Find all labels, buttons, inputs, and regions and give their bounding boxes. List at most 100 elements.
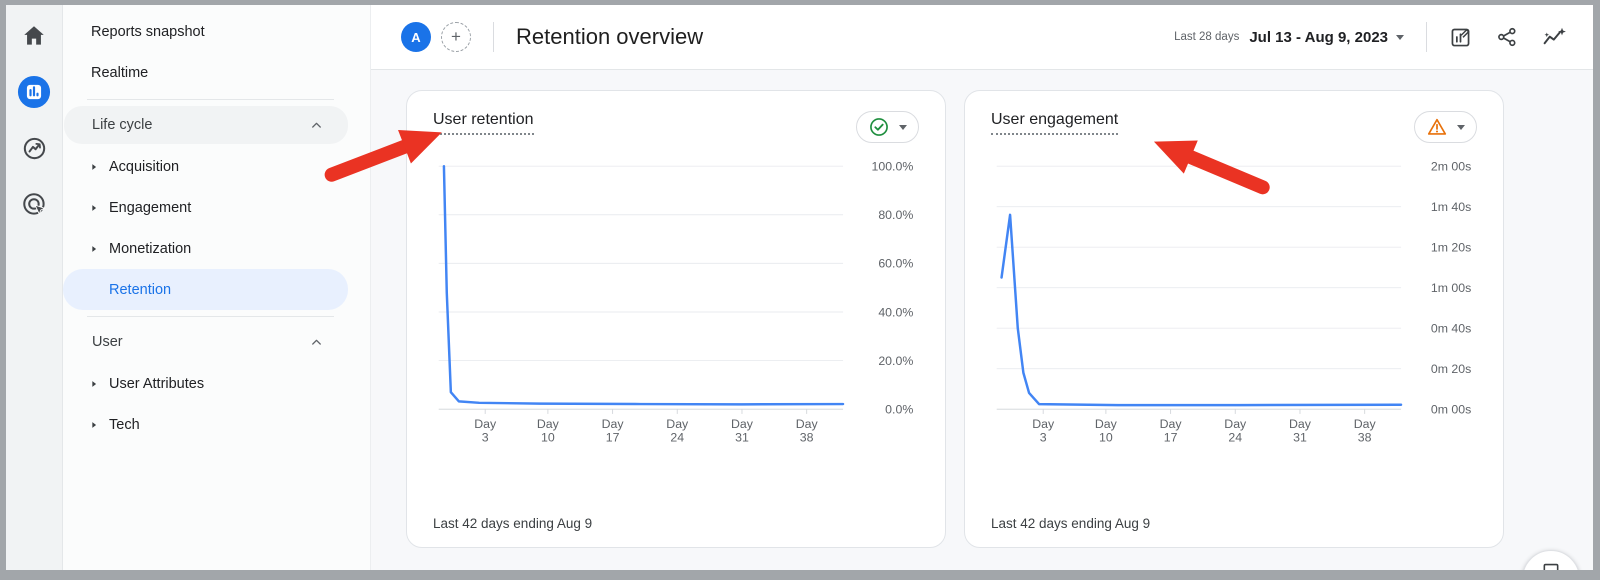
header-actions — [1449, 25, 1567, 50]
user-engagement-chart: 2m 00s 1m 40s 1m 20s 1m 00s 0m 40s 0m 20s 0m 0… — [991, 151, 1477, 445]
sidebar-item-acquisition[interactable]: Acquisition — [63, 146, 348, 187]
sidebar-section-user[interactable]: User — [64, 323, 348, 361]
user-engagement-card: User engagement — [964, 90, 1504, 548]
svg-text:Day: Day — [1160, 417, 1183, 431]
sidebar-item-label: Acquisition — [109, 158, 180, 175]
customize-report-icon[interactable] — [1449, 26, 1472, 49]
share-icon[interactable] — [1496, 26, 1518, 48]
triangle-right-icon — [92, 380, 97, 387]
reports-icon[interactable] — [17, 75, 51, 109]
home-icon — [24, 26, 44, 45]
sidebar-item-label: Engagement — [109, 199, 192, 216]
chevron-down-icon — [1396, 34, 1404, 40]
sidebar-item-reports-snapshot[interactable]: Reports snapshot — [63, 11, 370, 52]
home-icon[interactable] — [17, 19, 51, 53]
sidebar-item-engagement[interactable]: Engagement — [63, 187, 348, 228]
chart-footnote: Last 42 days ending Aug 9 — [991, 516, 1151, 531]
svg-text:1m 00s: 1m 00s — [1431, 281, 1471, 295]
main-panel: A + Retention overview Last 28 days Jul … — [371, 5, 1593, 570]
sidebar-item-label: Retention — [109, 281, 172, 298]
svg-text:Day: Day — [474, 417, 497, 431]
triangle-right-icon — [92, 163, 97, 170]
svg-text:80.0%: 80.0% — [878, 208, 913, 222]
add-comparison-button[interactable]: + — [441, 22, 471, 52]
sidebar-item-tech[interactable]: Tech — [63, 404, 348, 445]
svg-text:0m 00s: 0m 00s — [1431, 402, 1471, 416]
chevron-down-icon — [899, 124, 907, 130]
svg-text:31: 31 — [735, 430, 749, 444]
line-chart: 100.0%80.0%60.0%40.0%20.0%0.0%Day3Day10D… — [438, 159, 913, 444]
svg-text:1m 20s: 1m 20s — [1431, 240, 1471, 254]
sidebar-item-label: User Attributes — [109, 375, 205, 392]
user-retention-chart: 100.0% 80.0% 60.0% 40.0% 20.0% 0.0% Day 3 Day 10 D… — [433, 151, 919, 445]
chart-footnote: Last 42 days ending Aug 9 — [433, 516, 593, 531]
sidebar-item-realtime[interactable]: Realtime — [63, 52, 370, 93]
sidebar-section-life-cycle[interactable]: Life cycle — [64, 106, 348, 144]
svg-text:Day: Day — [731, 417, 754, 431]
svg-text:Day: Day — [537, 417, 560, 431]
sidebar-divider — [87, 99, 334, 100]
chart-title-user-engagement[interactable]: User engagement — [991, 111, 1119, 135]
svg-text:17: 17 — [606, 430, 620, 444]
explore-icon[interactable] — [17, 131, 51, 165]
user-retention-card: User retention — [406, 90, 946, 548]
triangle-right-icon — [92, 245, 97, 252]
advertising-icon — [22, 192, 46, 215]
svg-text:Day: Day — [796, 417, 819, 431]
svg-text:0m 40s: 0m 40s — [1431, 321, 1471, 335]
svg-text:3: 3 — [482, 430, 489, 444]
date-range-value: Jul 13 - Aug 9, 2023 — [1249, 28, 1388, 46]
sidebar-item-retention[interactable]: Retention — [63, 269, 348, 310]
date-range-selector[interactable]: Jul 13 - Aug 9, 2023 — [1249, 29, 1404, 46]
sidebar-item-monetization[interactable]: Monetization — [63, 228, 348, 269]
svg-text:Day: Day — [1354, 417, 1377, 431]
header-divider — [1426, 22, 1427, 52]
svg-text:Day: Day — [1289, 417, 1312, 431]
data-quality-badge[interactable] — [1414, 111, 1477, 143]
svg-text:38: 38 — [800, 430, 814, 444]
page-title: Retention overview — [516, 24, 704, 49]
svg-text:38: 38 — [1358, 430, 1372, 444]
svg-text:0m 20s: 0m 20s — [1431, 362, 1471, 376]
sidebar-item-label: Tech — [109, 416, 140, 433]
advertising-icon[interactable] — [17, 187, 51, 221]
insights-icon[interactable] — [1542, 25, 1567, 50]
reports-sidebar: Reports snapshot Realtime Life cycle Acq… — [63, 5, 371, 570]
sidebar-item-user-attributes[interactable]: User Attributes — [63, 363, 348, 404]
svg-text:60.0%: 60.0% — [878, 257, 913, 271]
sidebar-item-label: Monetization — [109, 240, 192, 257]
line-chart: 2m 00s 1m 40s 1m 20s 1m 00s 0m 40s 0m 20s 0m 0… — [996, 159, 1471, 444]
sidebar-section-label: Life cycle — [92, 117, 153, 133]
page-header: A + Retention overview Last 28 days Jul … — [371, 5, 1593, 70]
data-quality-badge[interactable] — [856, 111, 919, 143]
svg-text:1m 40s: 1m 40s — [1431, 200, 1471, 214]
sidebar-section-label: User — [92, 334, 123, 350]
svg-text:Day: Day — [1224, 417, 1247, 431]
comparison-chip[interactable]: A — [401, 22, 431, 52]
svg-text:Day: Day — [1095, 417, 1118, 431]
svg-text:40.0%: 40.0% — [878, 305, 913, 319]
triangle-right-icon — [92, 421, 97, 428]
svg-text:Day: Day — [602, 417, 625, 431]
svg-text:2m 00s: 2m 00s — [1431, 159, 1471, 173]
svg-text:100.0%: 100.0% — [871, 159, 913, 173]
sidebar-item-label: Reports snapshot — [91, 23, 205, 40]
chart-title-user-retention[interactable]: User retention — [433, 111, 534, 135]
chevron-up-icon — [312, 122, 321, 128]
check-circle-icon — [870, 118, 888, 136]
date-preset-label: Last 28 days — [1174, 31, 1240, 43]
triangle-right-icon — [92, 204, 97, 211]
chevron-up-icon — [312, 339, 321, 345]
svg-text:31: 31 — [1293, 430, 1307, 444]
svg-text:24: 24 — [1228, 430, 1242, 444]
svg-text:3: 3 — [1040, 430, 1047, 444]
reports-icon-active — [17, 75, 51, 109]
svg-text:Day: Day — [666, 417, 689, 431]
header-divider — [493, 22, 494, 52]
warning-triangle-icon — [1427, 118, 1447, 135]
svg-text:17: 17 — [1164, 430, 1178, 444]
svg-text:10: 10 — [541, 430, 555, 444]
svg-text:20.0%: 20.0% — [878, 354, 913, 368]
report-content: User retention — [371, 70, 1593, 570]
nav-rail — [6, 5, 63, 570]
